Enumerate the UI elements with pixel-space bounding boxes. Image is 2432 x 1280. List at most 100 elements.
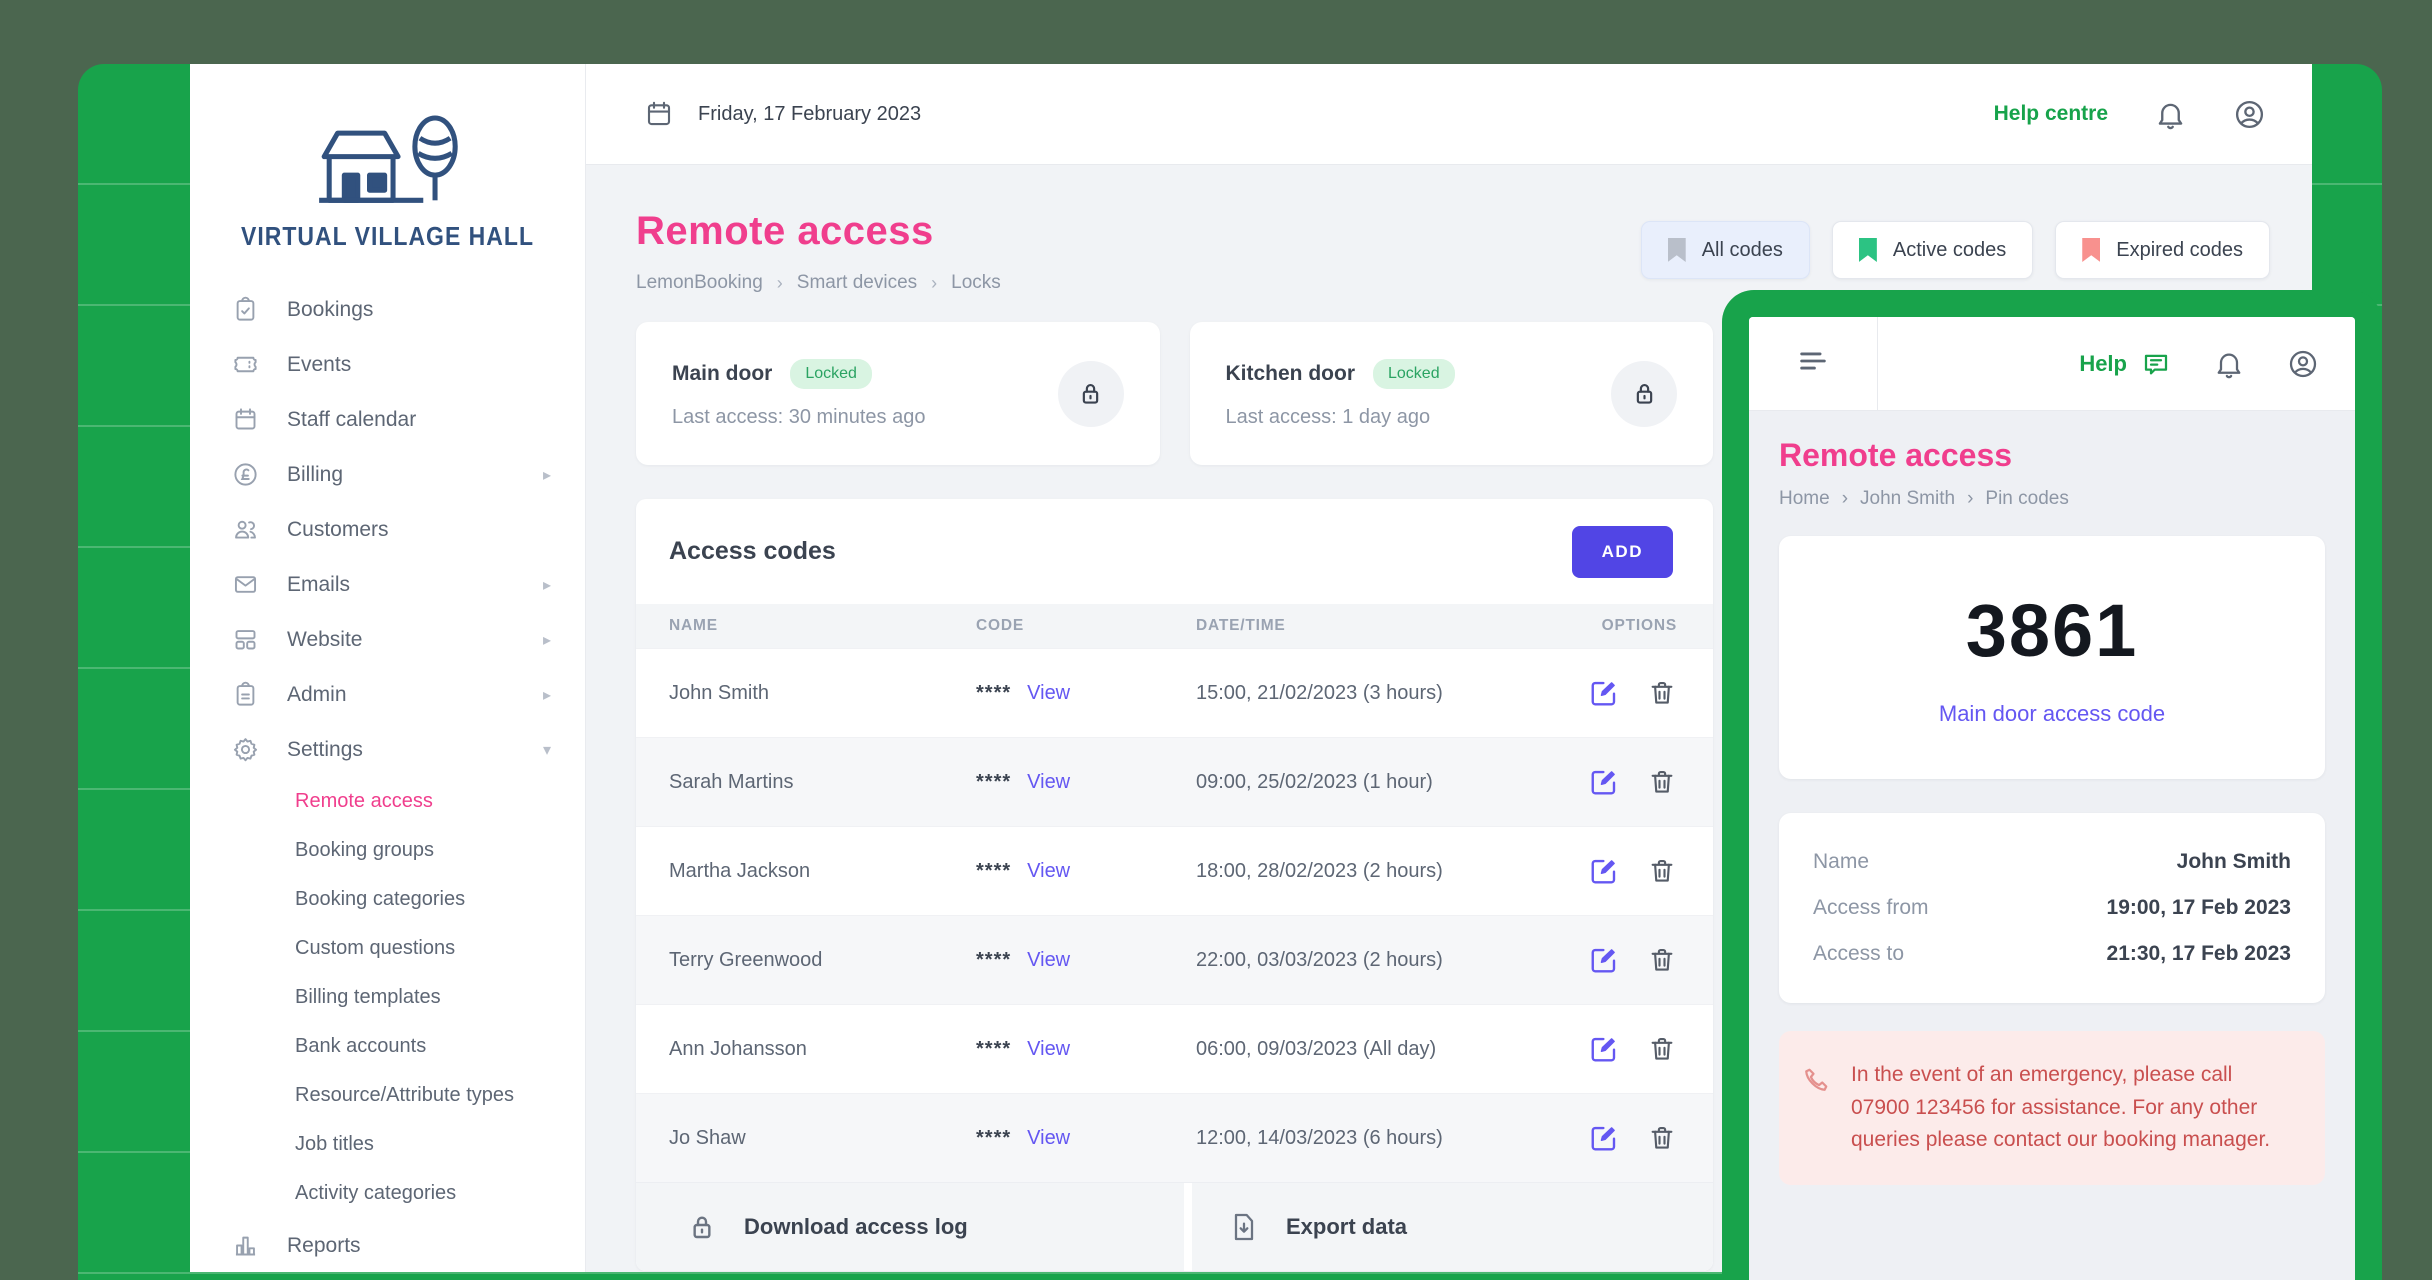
add-code-button[interactable]: ADD: [1571, 525, 1673, 578]
delete-code-button[interactable]: [1647, 945, 1677, 975]
topbar-actions: Help centre: [1994, 98, 2266, 131]
view-code-link[interactable]: View: [1027, 681, 1071, 704]
view-code-link[interactable]: View: [1027, 1037, 1071, 1060]
last-access-text: Last access: 1 day ago: [1225, 405, 1431, 428]
edit-code-button[interactable]: [1589, 1123, 1619, 1153]
breadcrumb-separator: ›: [776, 272, 783, 293]
breadcrumb-separator: ›: [1967, 488, 1974, 509]
mobile-crumb-home[interactable]: Home: [1779, 488, 1830, 509]
mobile-help-link[interactable]: Help: [2079, 349, 2171, 379]
door-card-kitchen-door: Kitchen door Locked Last access: 1 day a…: [1189, 322, 1713, 465]
detail-row-name: Name John Smith: [1813, 850, 2291, 873]
masked-code: ****: [976, 948, 1012, 971]
lock-toggle-button[interactable]: [1057, 360, 1124, 427]
emergency-notice-text: In the event of an emergency, please cal…: [1851, 1063, 2271, 1152]
detail-row-access-to: Access to 21:30, 17 Feb 2023: [1813, 942, 2291, 965]
edit-code-button[interactable]: [1589, 945, 1619, 975]
submenu-item-job-titles[interactable]: Job titles: [295, 1133, 374, 1155]
delete-code-button[interactable]: [1647, 1123, 1677, 1153]
submenu-item-bank-accounts[interactable]: Bank accounts: [295, 1035, 427, 1057]
submenu-item-billing-templates[interactable]: Billing templates: [295, 986, 441, 1008]
view-code-link[interactable]: View: [1027, 1126, 1071, 1149]
row-name: John Smith: [669, 681, 770, 704]
submenu-item-activity-categories[interactable]: Activity categories: [295, 1182, 457, 1204]
sidebar-item-staff-calendar[interactable]: Staff calendar: [190, 392, 585, 447]
main-topbar: Friday, 17 February 2023 Help centre: [586, 64, 2312, 165]
edit-code-button[interactable]: [1589, 1034, 1619, 1064]
crumb-locks[interactable]: Locks: [951, 272, 1001, 293]
panel-title: Access codes: [669, 537, 836, 565]
mobile-user-account-icon[interactable]: [2287, 348, 2319, 380]
table-row: Martha Jackson **** View 18:00, 28/02/20…: [636, 826, 1713, 915]
breadcrumb-separator: ›: [1841, 488, 1849, 509]
view-code-link[interactable]: View: [1027, 859, 1071, 882]
footer-action-download-access-log[interactable]: Download access log: [636, 1183, 1184, 1271]
filter-chip-expired-codes[interactable]: Expired codes: [2055, 221, 2270, 279]
user-account-icon[interactable]: [2233, 98, 2266, 131]
sidebar-item-customers[interactable]: Customers: [190, 502, 585, 557]
pin-code-link[interactable]: Main door access code: [1938, 701, 2166, 726]
submenu-item-resource-attribute-types[interactable]: Resource/Attribute types: [295, 1084, 514, 1106]
mobile-help-label: Help: [2079, 350, 2127, 376]
filter-chip-all-codes[interactable]: All codes: [1640, 221, 1810, 279]
help-centre-link[interactable]: Help centre: [1993, 102, 2108, 125]
current-date: Friday, 17 February 2023: [698, 102, 922, 125]
mobile-crumb-john-smith[interactable]: John Smith: [1860, 488, 1956, 509]
submenu-item-booking-groups[interactable]: Booking groups: [295, 839, 434, 861]
sidebar-item-reports[interactable]: Reports: [190, 1218, 585, 1272]
mobile-topbar-actions: Help: [2079, 348, 2355, 380]
mobile-crumb-pin-codes[interactable]: Pin codes: [1985, 488, 2069, 509]
crumb-lemonbooking[interactable]: LemonBooking: [636, 272, 763, 293]
code-filter-chips: All codes Active codes Expired codes: [1640, 221, 2270, 279]
submenu-item-remote-access[interactable]: Remote access: [295, 790, 433, 812]
footer-action-export-data[interactable]: Export data: [1192, 1183, 1713, 1271]
view-code-link[interactable]: View: [1027, 770, 1071, 793]
edit-code-button[interactable]: [1589, 678, 1619, 708]
detail-row-access-from: Access from 19:00, 17 Feb 2023: [1813, 896, 2291, 919]
pin-code-value: 3861: [1965, 589, 2139, 672]
row-datetime: 06:00, 09/03/2023 (All day): [1196, 1037, 1437, 1060]
logo: VIRTUAL VILLAGE HALL: [190, 64, 585, 251]
row-name: Terry Greenwood: [669, 948, 823, 971]
column-header-date-time: DATE/TIME: [1196, 617, 1286, 634]
masked-code: ****: [976, 681, 1012, 704]
bookmark-icon: [1667, 238, 1686, 262]
submenu-item-custom-questions[interactable]: Custom questions: [295, 937, 456, 959]
submenu-item-booking-categories[interactable]: Booking categories: [295, 888, 466, 910]
mobile-bell-icon[interactable]: [2213, 348, 2245, 380]
clipboard-list-icon: [232, 681, 259, 708]
hamburger-menu-button[interactable]: [1749, 317, 1878, 410]
file-export-icon: [1228, 1211, 1260, 1243]
delete-code-button[interactable]: [1647, 678, 1677, 708]
sidebar-item-bookings[interactable]: Bookings: [190, 282, 585, 337]
sidebar-item-website[interactable]: Website ▸: [190, 612, 585, 667]
ticket-icon: [232, 351, 259, 378]
delete-code-button[interactable]: [1647, 856, 1677, 886]
access-codes-table: John Smith **** View 15:00, 21/02/2023 (…: [636, 648, 1713, 1182]
sidebar-item-billing[interactable]: Billing ▸: [190, 447, 585, 502]
door-card-main-door: Main door Locked Last access: 30 minutes…: [636, 322, 1160, 465]
page-remote-access: Remote access LemonBooking › Smart devices…: [586, 165, 2312, 1272]
bell-icon[interactable]: [2154, 98, 2187, 131]
table-row: John Smith **** View 15:00, 21/02/2023 (…: [636, 648, 1713, 737]
crumb-smart-devices[interactable]: Smart devices: [796, 272, 918, 293]
access-codes-panel: Access codes ADD NAME CODE DATE/TIME OPTION…: [636, 499, 1713, 1271]
sidebar-item-admin[interactable]: Admin ▸: [190, 667, 585, 722]
lock-toggle-button[interactable]: [1611, 360, 1677, 427]
edit-code-button[interactable]: [1589, 767, 1619, 797]
delete-code-button[interactable]: [1647, 1034, 1677, 1064]
sidebar-item-settings[interactable]: Settings ▾: [190, 722, 585, 777]
filter-chip-active-codes[interactable]: Active codes: [1831, 221, 2034, 279]
row-name: Ann Johansson: [669, 1037, 807, 1060]
edit-code-button[interactable]: [1589, 856, 1619, 886]
delete-code-button[interactable]: [1647, 767, 1677, 797]
status-badge: Locked: [1373, 358, 1455, 389]
sidebar-item-events[interactable]: Events: [190, 337, 585, 392]
settings-submenu: Remote access Booking groups Booking categ…: [190, 777, 585, 1218]
row-datetime: 15:00, 21/02/2023 (3 hours): [1196, 681, 1443, 704]
sidebar-item-emails[interactable]: Emails ▸: [190, 557, 585, 612]
door-cards: Main door Locked Last access: 30 minutes…: [636, 322, 1713, 465]
column-header-code: CODE: [976, 617, 1024, 634]
view-code-link[interactable]: View: [1027, 948, 1071, 971]
